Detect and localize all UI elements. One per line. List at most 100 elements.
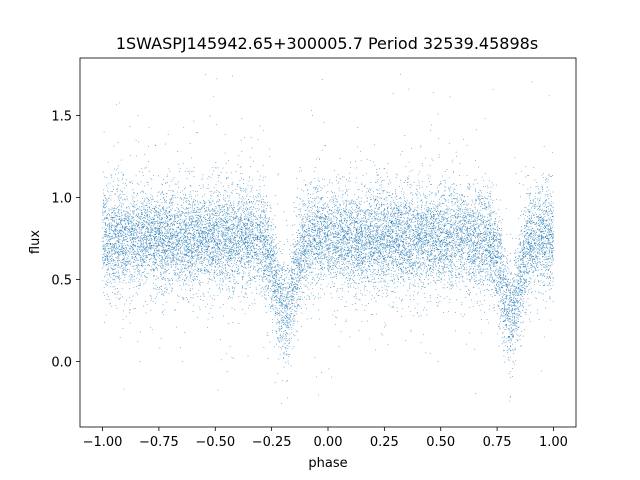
data-point xyxy=(184,249,185,250)
data-point xyxy=(492,249,493,250)
data-point xyxy=(486,276,487,277)
data-point xyxy=(323,233,324,234)
data-point xyxy=(283,353,284,354)
data-point xyxy=(307,217,308,218)
data-point xyxy=(427,217,428,218)
data-point xyxy=(111,248,112,249)
data-point xyxy=(143,209,144,210)
data-point xyxy=(391,274,392,275)
data-point xyxy=(285,290,286,291)
data-point xyxy=(207,259,208,260)
data-point xyxy=(384,239,385,240)
data-point xyxy=(406,240,407,241)
data-point xyxy=(464,233,465,234)
data-point xyxy=(252,251,253,252)
data-point xyxy=(134,213,135,214)
data-point xyxy=(370,222,371,223)
data-point xyxy=(403,233,404,234)
data-point xyxy=(184,265,185,266)
data-point xyxy=(422,187,423,188)
data-point xyxy=(103,262,104,263)
data-point xyxy=(328,235,329,236)
data-point xyxy=(269,282,270,283)
data-point xyxy=(201,225,202,226)
data-point xyxy=(526,193,527,194)
data-point xyxy=(445,199,446,200)
data-point xyxy=(176,233,177,234)
data-point xyxy=(352,271,353,272)
data-point xyxy=(526,287,527,288)
data-point xyxy=(249,233,250,234)
data-point xyxy=(212,213,213,214)
data-point xyxy=(480,206,481,207)
data-point xyxy=(421,200,422,201)
data-point xyxy=(189,208,190,209)
data-point xyxy=(409,263,410,264)
data-point xyxy=(514,309,515,310)
data-point xyxy=(388,227,389,228)
data-point xyxy=(315,248,316,249)
data-point xyxy=(313,264,314,265)
data-point xyxy=(161,250,162,251)
data-point xyxy=(485,254,486,255)
data-point xyxy=(296,278,297,279)
data-point xyxy=(462,256,463,257)
data-point xyxy=(263,259,264,260)
data-point xyxy=(191,254,192,255)
data-point xyxy=(170,171,171,172)
data-point xyxy=(271,222,272,223)
data-point xyxy=(281,289,282,290)
data-point xyxy=(317,282,318,283)
data-point xyxy=(257,262,258,263)
data-point xyxy=(154,224,155,225)
data-point xyxy=(275,300,276,301)
data-point xyxy=(250,223,251,224)
data-point xyxy=(327,262,328,263)
data-point xyxy=(451,219,452,220)
data-point xyxy=(145,262,146,263)
data-point xyxy=(237,254,238,255)
data-point xyxy=(169,232,170,233)
data-point xyxy=(177,273,178,274)
data-point xyxy=(396,265,397,266)
data-point xyxy=(538,256,539,257)
data-point xyxy=(285,362,286,363)
data-point xyxy=(550,285,551,286)
data-point xyxy=(147,203,148,204)
data-point xyxy=(396,223,397,224)
data-point xyxy=(142,213,143,214)
data-point xyxy=(443,203,444,204)
data-point xyxy=(152,232,153,233)
data-point xyxy=(358,197,359,198)
data-point xyxy=(326,241,327,242)
data-point xyxy=(439,224,440,225)
data-point xyxy=(205,246,206,247)
data-point xyxy=(177,253,178,254)
data-point xyxy=(400,259,401,260)
data-point xyxy=(424,287,425,288)
data-point xyxy=(127,200,128,201)
data-point xyxy=(425,253,426,254)
data-point xyxy=(329,245,330,246)
data-point xyxy=(334,223,335,224)
data-point xyxy=(362,241,363,242)
data-point xyxy=(440,214,441,215)
data-point xyxy=(153,221,154,222)
data-point xyxy=(313,238,314,239)
data-point xyxy=(105,284,106,285)
data-point xyxy=(361,261,362,262)
data-point xyxy=(512,319,513,320)
data-point xyxy=(467,231,468,232)
data-point xyxy=(281,331,282,332)
data-point xyxy=(308,243,309,244)
data-point xyxy=(297,331,298,332)
data-point xyxy=(250,238,251,239)
data-point xyxy=(425,240,426,241)
data-point xyxy=(437,218,438,219)
data-point xyxy=(268,292,269,293)
data-point xyxy=(543,211,544,212)
data-point xyxy=(502,316,503,317)
data-point xyxy=(407,208,408,209)
data-point xyxy=(123,233,124,234)
data-point xyxy=(550,265,551,266)
